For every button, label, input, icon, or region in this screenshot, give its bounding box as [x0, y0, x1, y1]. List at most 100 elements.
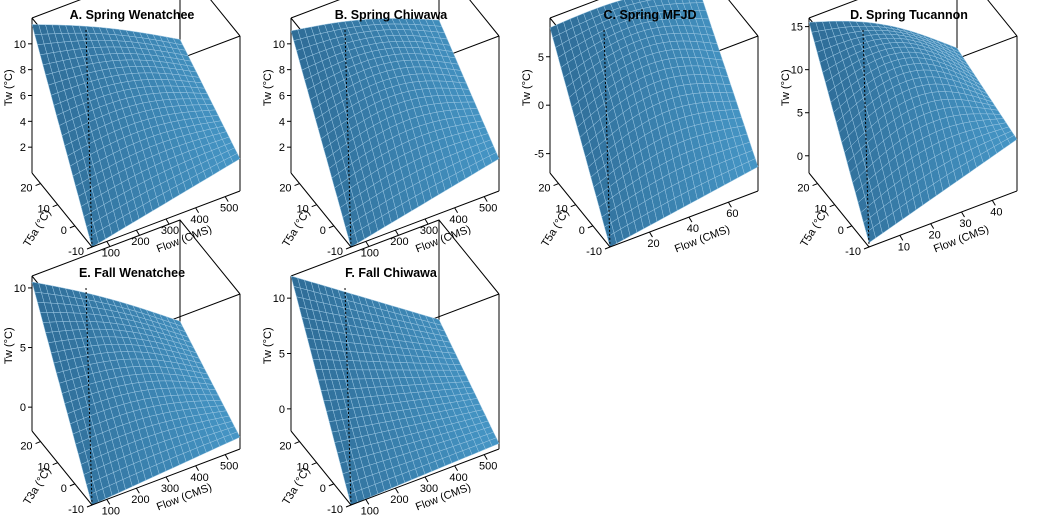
y-tick-label: -10 — [327, 246, 343, 258]
y-tick-label: 0 — [320, 483, 326, 495]
y-tick-label: 10 — [37, 462, 49, 474]
reference-dashed-line — [603, 29, 611, 248]
y-tick-label: 20 — [797, 183, 809, 195]
x-tick-label: 500 — [220, 203, 238, 215]
x-tick-label: 300 — [161, 483, 179, 495]
y-tick-label: 0 — [61, 225, 67, 237]
z-tick-label: 5 — [797, 108, 803, 120]
y-tick-label: 10 — [296, 204, 308, 216]
y-tick-label: 10 — [37, 204, 49, 216]
x-tick-label: 200 — [131, 236, 149, 248]
y-tick-label: 20 — [279, 183, 291, 195]
x-tick-label: 500 — [479, 203, 497, 215]
reference-dashed-line — [85, 29, 93, 248]
y-tick-label: 10 — [296, 462, 308, 474]
surface-facet — [230, 152, 241, 164]
y-tick-label: 0 — [61, 483, 67, 495]
z-tick-label: -5 — [534, 149, 544, 161]
surface-facet — [489, 437, 500, 447]
x-tick-label: 300 — [420, 483, 438, 495]
z-tick-label: 0 — [538, 100, 544, 112]
z-axis-label: Tw (°C) — [3, 69, 15, 106]
surface-facet — [748, 158, 759, 171]
z-tick-label: 0 — [20, 402, 26, 414]
z-axis-label: Tw (°C) — [780, 69, 792, 106]
z-tick-label: 6 — [279, 91, 285, 103]
z-tick-label: 4 — [279, 116, 285, 128]
y-tick-label: 0 — [320, 225, 326, 237]
z-tick-label: 10 — [273, 293, 285, 305]
x-tick-label: 500 — [220, 461, 238, 473]
y-tick-label: -10 — [68, 504, 84, 516]
z-tick-label: 5 — [279, 349, 285, 361]
x-tick-label: 20 — [929, 230, 941, 242]
panel-title: B. Spring Chiwawa — [335, 8, 449, 22]
x-tick-label: 400 — [190, 214, 208, 226]
z-axis-label: Tw (°C) — [3, 327, 15, 364]
y-tick-label: 20 — [20, 183, 32, 195]
panel-spring-mfjd: -5 0 5 Tw (°C) -10 0 10 20 T5a (°C) 20 40 60 Flow (C… — [518, 0, 777, 258]
y-tick-label: -10 — [586, 246, 602, 258]
x-tick-label: 200 — [390, 494, 408, 506]
x-tick-label: 200 — [390, 236, 408, 248]
z-tick-label: 10 — [14, 39, 26, 51]
x-tick-label: 400 — [190, 472, 208, 484]
y-tick-label: 20 — [538, 183, 550, 195]
surface-facet — [489, 152, 500, 164]
z-tick-label: 4 — [20, 116, 26, 128]
surface-facet — [230, 431, 241, 441]
y-tick-label: -10 — [68, 246, 84, 258]
x-tick-label: 100 — [102, 247, 120, 259]
y-tick-label: 10 — [555, 204, 567, 216]
z-tick-label: 6 — [20, 91, 26, 103]
y-tick-label: -10 — [327, 504, 343, 516]
y-tick-label: 0 — [579, 225, 585, 237]
x-tick-label: 400 — [449, 214, 467, 226]
x-tick-label: 300 — [161, 225, 179, 237]
y-tick-label: -10 — [845, 246, 861, 258]
reference-dashed-line — [344, 29, 352, 248]
panel-spring-tucannon: 0 5 10 15 Tw (°C) -10 0 10 20 T5a (°C) 10 20 30 40 Flo… — [777, 0, 1036, 258]
panel-spring-wenatchee: 2 4 6 8 10 Tw (°C) -10 0 10 20 T5a (°C) 100 200 300 40… — [0, 0, 259, 259]
reference-dashed-line — [862, 29, 870, 248]
x-tick-label: 60 — [726, 208, 738, 220]
z-tick-label: 10 — [273, 39, 285, 51]
x-tick-label: 100 — [102, 505, 120, 516]
reference-dashed-line — [85, 287, 93, 506]
y-tick-label: 0 — [838, 225, 844, 237]
z-tick-label: 0 — [279, 404, 285, 416]
panel-title: D. Spring Tucannon — [850, 8, 968, 22]
z-axis-label: Tw (°C) — [521, 69, 533, 106]
panel-title: C. Spring MFJD — [603, 8, 696, 22]
x-tick-label: 10 — [898, 241, 910, 253]
z-tick-label: 10 — [14, 283, 26, 295]
x-tick-label: 40 — [687, 223, 699, 235]
z-tick-label: 8 — [279, 65, 285, 77]
z-tick-label: 0 — [797, 151, 803, 163]
panel-title: A. Spring Wenatchee — [70, 8, 195, 22]
x-tick-label: 300 — [420, 225, 438, 237]
z-tick-label: 15 — [791, 22, 803, 34]
z-tick-label: 5 — [538, 52, 544, 64]
reference-dashed-line — [344, 287, 352, 506]
panel-spring-chiwawa: 2 4 6 8 10 Tw (°C) -10 0 10 20 T5a (°C) 100 200 300 40… — [259, 0, 518, 259]
panel-fall-chiwawa: 0 5 10 Tw (°C) -10 0 10 20 T3a (°C) 100 200 300 400 5… — [259, 219, 518, 516]
z-axis-label: Tw (°C) — [262, 69, 274, 106]
z-tick-label: 2 — [279, 142, 285, 154]
z-tick-label: 5 — [20, 343, 26, 355]
x-tick-label: 200 — [131, 494, 149, 506]
x-tick-label: 40 — [990, 206, 1002, 218]
surface-facet — [1007, 134, 1018, 145]
x-tick-label: 100 — [361, 505, 379, 516]
x-tick-label: 100 — [361, 247, 379, 259]
x-tick-label: 30 — [959, 218, 971, 230]
z-axis-label: Tw (°C) — [262, 327, 274, 364]
y-tick-label: 20 — [20, 441, 32, 453]
x-axis-label: Flow (CMS) — [673, 223, 732, 255]
x-tick-label: 400 — [449, 472, 467, 484]
